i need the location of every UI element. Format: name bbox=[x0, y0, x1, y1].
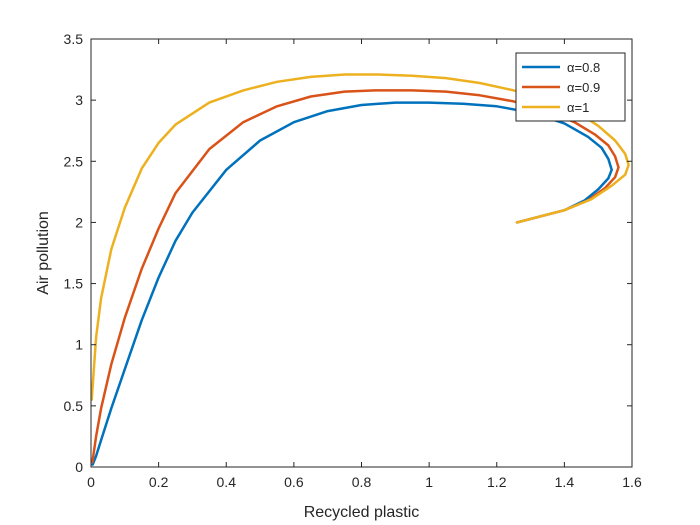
y-axis-ticks: 0 0.5 1 1.5 2 2.5 3 3.5 bbox=[64, 31, 632, 475]
y-tick-label: 1 bbox=[75, 337, 83, 353]
legend-label-3: α=1 bbox=[567, 100, 589, 115]
y-tick-label: 2 bbox=[75, 214, 83, 230]
series-line-2 bbox=[91, 89, 620, 464]
y-tick-label: 0.5 bbox=[64, 398, 84, 414]
y-tick-label: 3.5 bbox=[64, 31, 84, 47]
x-tick-label: 1.4 bbox=[555, 474, 575, 490]
x-axis-ticks: 0 0.2 0.4 0.6 0.8 1 1.2 1.4 1.6 bbox=[87, 39, 642, 490]
legend-label-2: α=0.9 bbox=[567, 80, 600, 95]
legend-label-1: α=0.8 bbox=[567, 60, 600, 75]
x-tick-label: 0.8 bbox=[352, 474, 372, 490]
y-tick-label: 2.5 bbox=[64, 153, 84, 169]
y-tick-label: 0 bbox=[75, 459, 83, 475]
y-axis-label: Air pollution bbox=[35, 211, 52, 295]
x-tick-label: 1 bbox=[425, 474, 433, 490]
x-tick-label: 1.6 bbox=[622, 474, 642, 490]
x-tick-label: 0.2 bbox=[149, 474, 169, 490]
x-axis-label: Recycled plastic bbox=[304, 504, 420, 521]
series-layer bbox=[90, 73, 630, 466]
series-line-3 bbox=[90, 73, 630, 401]
legend: α=0.8 α=0.9 α=1 bbox=[515, 52, 626, 122]
series-line-1 bbox=[91, 101, 613, 466]
x-tick-label: 0 bbox=[87, 474, 95, 490]
y-tick-label: 3 bbox=[75, 92, 83, 108]
y-tick-label: 1.5 bbox=[64, 276, 84, 292]
x-tick-label: 0.6 bbox=[284, 474, 304, 490]
x-tick-label: 0.4 bbox=[217, 474, 237, 490]
x-tick-label: 1.2 bbox=[487, 474, 507, 490]
